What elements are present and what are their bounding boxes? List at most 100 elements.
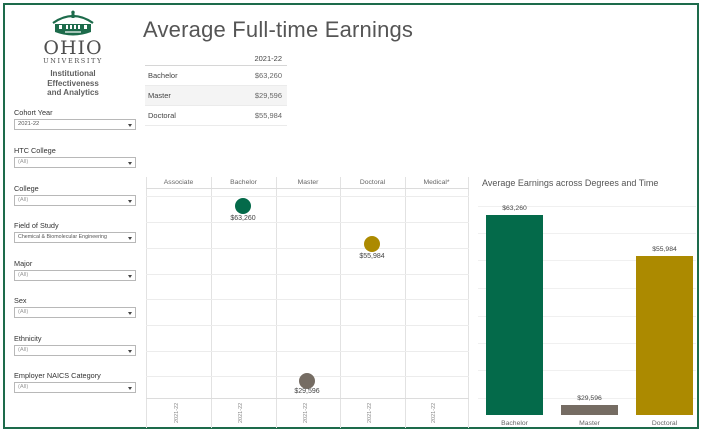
earnings-table: 2021-22 Bachelor $63,260 Master $29,596 … <box>145 52 287 126</box>
bar-value-master: $29,596 <box>577 395 602 402</box>
filter-label: Ethnicity <box>14 334 42 343</box>
degree-cell: Master <box>148 91 171 100</box>
chevron-down-icon <box>128 312 132 315</box>
grid-line <box>478 398 696 399</box>
data-label-bachelor: $63,260 <box>230 215 256 222</box>
table-row: Master $29,596 <box>145 86 287 106</box>
dropdown-value: (All) <box>18 159 29 165</box>
grid-line <box>146 299 469 300</box>
chevron-down-icon <box>128 200 132 203</box>
earnings-cell: $63,260 <box>254 71 282 80</box>
filter-college: College (All) <box>14 184 136 206</box>
grid-line <box>405 177 406 428</box>
filter-label: HTC College <box>14 146 56 155</box>
grid-line <box>340 177 341 428</box>
major-dropdown[interactable]: (All) <box>14 270 136 281</box>
grid-line <box>478 343 696 344</box>
grid-line <box>468 177 469 428</box>
grid-line <box>478 370 696 371</box>
cohort-year-dropdown[interactable]: 2021-22 <box>14 119 136 130</box>
column-header-associate: Associate <box>163 179 194 186</box>
field-of-study-dropdown[interactable]: Chemical & Biomolecular Engineering <box>14 232 136 243</box>
filter-cohort-year: Cohort Year 2021-22 <box>14 108 136 130</box>
data-point-master[interactable] <box>299 373 315 389</box>
filter-employer-naics: Employer NAICS Category (All) <box>14 371 136 393</box>
data-label-doctoral: $55,984 <box>359 253 385 260</box>
filter-htc-college: HTC College (All) <box>14 146 136 168</box>
filter-field-of-study: Field of Study Chemical & Biomolecular E… <box>14 221 136 243</box>
chevron-down-icon <box>128 275 132 278</box>
filter-major: Major (All) <box>14 259 136 281</box>
bar-doctoral[interactable] <box>636 256 693 415</box>
grid-line <box>146 398 469 399</box>
grid-line <box>211 177 212 428</box>
grid-line <box>478 206 696 207</box>
dropdown-value: (All) <box>18 347 29 353</box>
column-header-bachelor: Bachelor <box>230 179 257 186</box>
employer-naics-dropdown[interactable]: (All) <box>14 382 136 393</box>
filter-ethnicity: Ethnicity (All) <box>14 334 136 356</box>
year-axis-label: 2021-22 <box>431 402 437 424</box>
table-header-year: 2021-22 <box>145 52 287 66</box>
department-line: Effectiveness <box>47 78 99 88</box>
ethnicity-dropdown[interactable]: (All) <box>14 345 136 356</box>
dropdown-value: 2021-22 <box>18 121 40 127</box>
table-row: Doctoral $55,984 <box>145 106 287 126</box>
logo-ohio-text: OHIO <box>43 37 103 59</box>
college-dropdown[interactable]: (All) <box>14 195 136 206</box>
bar-value-bachelor: $63,260 <box>502 205 527 212</box>
dropdown-value: (All) <box>18 309 29 315</box>
dropdown-value: (All) <box>18 197 29 203</box>
ohio-university-logo: OHIO UNIVERSITY Institutional Effectiven… <box>30 10 116 98</box>
page-title: Average Full-time Earnings <box>143 17 414 42</box>
cutler-hall-icon <box>52 10 94 36</box>
grid-line <box>146 222 469 223</box>
grid-line <box>478 316 696 317</box>
bar-bachelor[interactable] <box>486 215 543 415</box>
year-axis-label: 2021-22 <box>238 402 244 424</box>
column-header-doctoral: Doctoral <box>359 179 386 186</box>
column-header-medical: Medical* <box>423 179 450 186</box>
year-axis-label: 2021-22 <box>303 402 309 424</box>
filter-label: Major <box>14 259 33 268</box>
sex-dropdown[interactable]: (All) <box>14 307 136 318</box>
htc-college-dropdown[interactable]: (All) <box>14 157 136 168</box>
x-axis-label-master: Master <box>579 420 600 427</box>
grid-line <box>146 325 469 326</box>
filter-label: Sex <box>14 296 27 305</box>
grid-line <box>478 288 696 289</box>
grid-line <box>146 274 469 275</box>
x-axis-label-bachelor: Bachelor <box>501 420 528 427</box>
column-header-master: Master <box>297 179 319 186</box>
degree-cell: Doctoral <box>148 111 176 120</box>
department-line: Institutional <box>50 69 96 78</box>
year-axis-label: 2021-22 <box>174 402 180 424</box>
bar-chart-title: Average Earnings across Degrees and Time <box>482 178 659 188</box>
dropdown-value: (All) <box>18 272 29 278</box>
filter-label: College <box>14 184 39 193</box>
earnings-cell: $29,596 <box>254 91 282 100</box>
grid-line <box>146 351 469 352</box>
dropdown-value: Chemical & Biomolecular Engineering <box>18 234 107 240</box>
earnings-bar-chart: Average Earnings across Degrees and Time… <box>478 177 696 428</box>
chevron-down-icon <box>128 387 132 390</box>
dropdown-value: (All) <box>18 384 29 390</box>
chevron-down-icon <box>128 350 132 353</box>
chevron-down-icon <box>128 162 132 165</box>
bar-master[interactable] <box>561 405 618 415</box>
grid-line <box>146 188 469 189</box>
grid-line <box>146 177 147 428</box>
logo-university-text: UNIVERSITY <box>43 57 103 65</box>
filter-label: Employer NAICS Category <box>14 371 101 380</box>
grid-line <box>276 177 277 428</box>
chevron-down-icon <box>128 237 132 240</box>
x-axis-label-doctoral: Doctoral <box>651 420 678 427</box>
grid-line <box>146 248 469 249</box>
data-point-bachelor[interactable] <box>235 198 251 214</box>
degree-dot-chart: Associate Bachelor Master Doctoral Medic… <box>146 177 469 428</box>
data-point-doctoral[interactable] <box>364 236 380 252</box>
filter-sex: Sex (All) <box>14 296 136 318</box>
degree-cell: Bachelor <box>148 71 178 80</box>
year-axis-label: 2021-22 <box>367 402 373 424</box>
dashboard-frame <box>3 3 699 429</box>
